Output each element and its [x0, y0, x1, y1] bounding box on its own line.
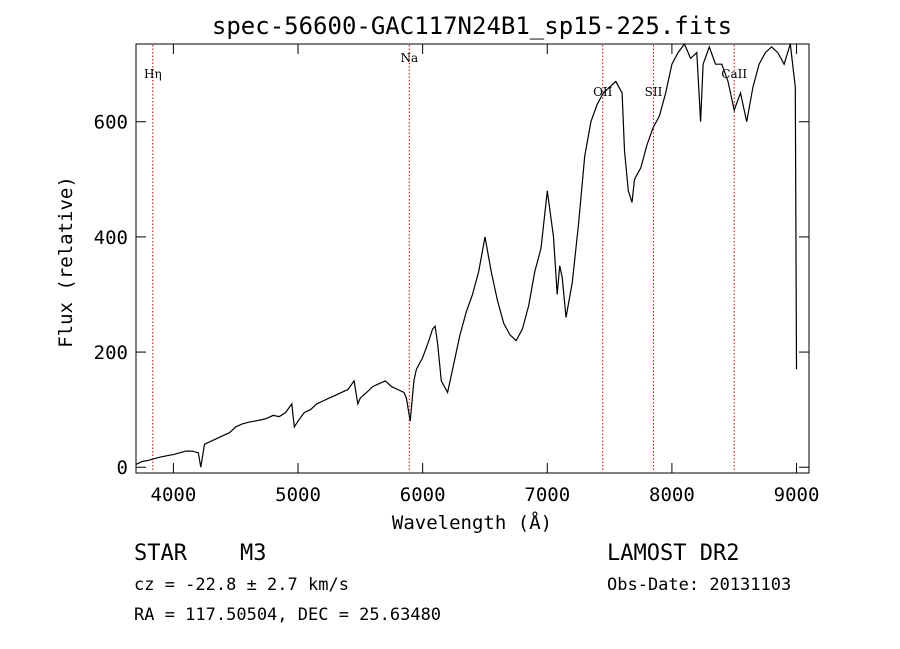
spectral-line-label: Hη: [144, 67, 162, 81]
info-panel: STAR M3 cz = -22.8 ± 2.7 km/s RA = 117.5…: [134, 541, 791, 625]
y-tick-label: 400: [94, 227, 128, 249]
spectral-line-label: Na: [400, 51, 418, 65]
y-axis-label: Flux (relative): [55, 176, 77, 348]
x-tick-label: 9000: [774, 484, 820, 506]
y-tick-label: 200: [94, 342, 128, 364]
survey-name: LAMOST DR2: [607, 541, 739, 566]
y-tick-label: 600: [94, 112, 128, 134]
y-tick-label: 0: [117, 457, 128, 479]
spectral-line-label: SII: [645, 85, 663, 99]
spectral-line-label: CaII: [721, 67, 747, 81]
object-class: STAR: [134, 541, 188, 566]
coordinates-text: RA = 117.50504, DEC = 25.63480: [134, 605, 441, 625]
x-axis-label: Wavelength (Å): [392, 511, 552, 534]
spectrum-line: [135, 42, 798, 468]
obs-date: Obs-Date: 20131103: [607, 575, 791, 595]
x-tick-label: 8000: [649, 484, 695, 506]
x-tick-label: 5000: [275, 484, 321, 506]
chart-title: spec-56600-GAC117N24B1_sp15-225.fits: [212, 12, 732, 40]
redshift-text: cz = -22.8 ± 2.7 km/s: [134, 575, 349, 595]
axis-ticks: 4000 5000 6000 7000 8000 9000 0 200 400 600: [94, 44, 820, 506]
object-subclass: M3: [240, 541, 267, 566]
x-tick-label: 4000: [151, 484, 197, 506]
x-tick-label: 7000: [524, 484, 570, 506]
x-tick-label: 6000: [400, 484, 446, 506]
plot-frame: [135, 43, 810, 474]
